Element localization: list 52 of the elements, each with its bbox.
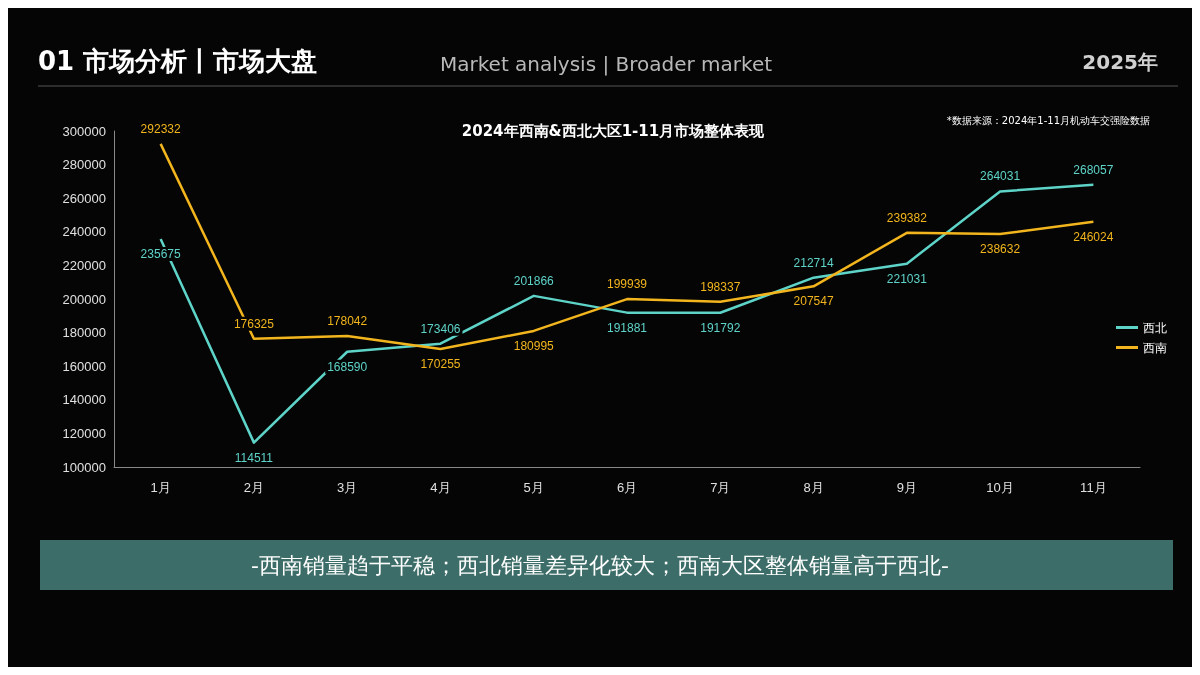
x-tick-label: 4月 <box>430 480 451 495</box>
y-tick-label: 120000 <box>62 425 106 441</box>
data-label: 170255 <box>420 356 461 371</box>
x-tick-label: 1月 <box>150 480 171 495</box>
x-tick-label: 2月 <box>243 480 265 495</box>
data-label: 212714 <box>793 255 834 270</box>
legend-label: 西南 <box>1143 340 1167 355</box>
data-label: 178042 <box>327 313 368 328</box>
x-tick-label: 11月 <box>1080 480 1107 495</box>
x-tick-label: 3月 <box>337 480 358 495</box>
y-tick-label: 300000 <box>62 123 106 139</box>
legend-label: 西北 <box>1143 320 1167 335</box>
data-label: 268057 <box>1073 162 1114 177</box>
data-label: 246024 <box>1073 229 1114 244</box>
x-tick-label: 5月 <box>523 480 544 495</box>
data-label: 292332 <box>140 121 181 136</box>
data-label: 168590 <box>327 359 368 374</box>
x-tick-label: 6月 <box>616 480 638 495</box>
data-label: 198337 <box>700 279 741 294</box>
data-label: 239382 <box>886 210 928 225</box>
y-tick-label: 160000 <box>62 358 106 374</box>
data-label: 191881 <box>606 320 648 335</box>
text: 2025年 <box>1082 50 1159 74</box>
data-label: 207547 <box>793 294 834 309</box>
data-label: 176325 <box>233 316 275 331</box>
y-tick-label: 240000 <box>62 224 106 240</box>
text: -西南销量趋于平稳；西北销量差异化较大；西南大区整体销量高于西北- <box>251 552 949 578</box>
text: 01 市场分析丨市场大盘 <box>38 46 318 76</box>
data-label: 191792 <box>700 320 741 335</box>
text: Market analysis | Broader market <box>440 52 773 76</box>
y-tick-label: 100000 <box>62 459 106 475</box>
text: *数据来源：2024年1-11月机动车交强险数据 <box>946 114 1151 126</box>
data-label: 114511 <box>234 450 274 465</box>
y-tick-label: 140000 <box>62 392 106 408</box>
y-tick-label: 200000 <box>62 291 106 307</box>
data-label: 180995 <box>513 338 555 353</box>
data-label: 221031 <box>886 271 928 286</box>
x-tick-label: 9月 <box>896 480 917 495</box>
y-tick-label: 280000 <box>62 157 106 173</box>
y-tick-label: 260000 <box>62 190 106 206</box>
x-tick-label: 8月 <box>803 480 824 495</box>
x-tick-label: 10月 <box>986 480 1014 495</box>
chart-title: 2024年西南&西北大区1-11月市场整体表现 <box>461 121 766 140</box>
y-tick-label: 180000 <box>62 325 106 341</box>
data-label: 201866 <box>513 273 555 288</box>
x-tick-label: 7月 <box>710 480 731 495</box>
data-label: 199939 <box>606 277 648 292</box>
y-tick-label: 220000 <box>62 257 106 273</box>
data-label: 238632 <box>980 242 1021 257</box>
data-label: 173406 <box>420 321 461 336</box>
data-label: 264031 <box>980 169 1021 184</box>
data-label: 235675 <box>140 247 181 262</box>
